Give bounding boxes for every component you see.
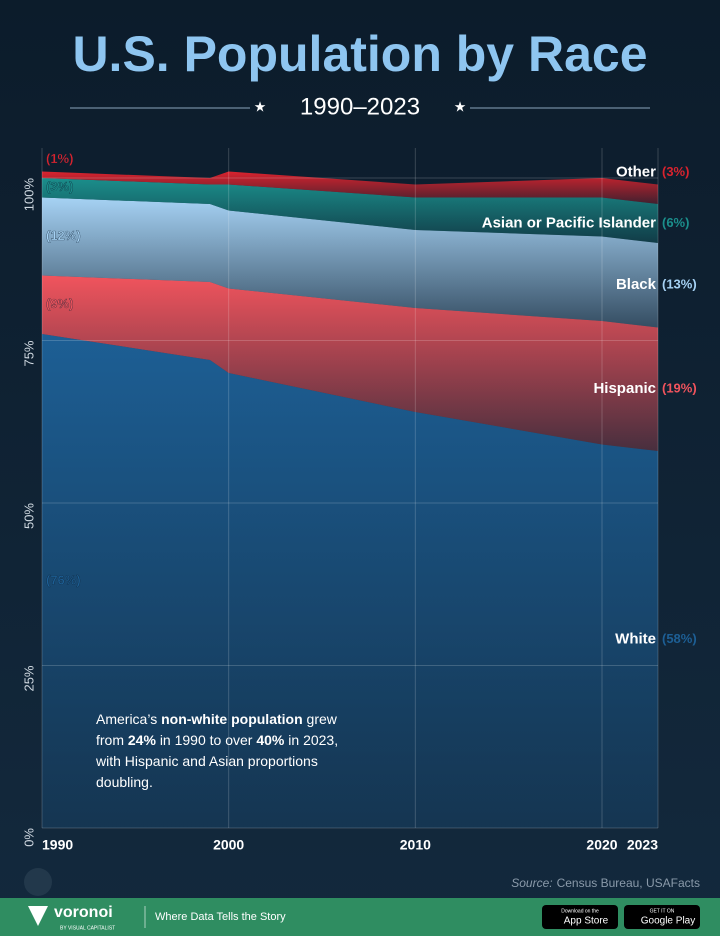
x-tick-label: 1990: [42, 837, 73, 853]
annotation-text: 40%: [256, 732, 285, 748]
app-store-button[interactable]: [542, 905, 618, 929]
value-label: (19%): [662, 381, 697, 396]
x-tick-label: 2010: [400, 837, 431, 853]
value-label: (1%): [46, 151, 73, 166]
star: ★: [454, 99, 467, 115]
source-text: Census Bureau, USAFacts: [557, 876, 700, 890]
value-label: (12%): [46, 228, 81, 243]
annotation-text: doubling.: [96, 774, 153, 790]
y-tick-label: 0%: [21, 828, 36, 847]
chart-title: U.S. Population by Race: [72, 26, 647, 82]
area: [42, 171, 658, 204]
x-tick-label: 2023: [627, 837, 658, 853]
x-tick-label: 2020: [586, 837, 617, 853]
annotation-text: to: [210, 732, 226, 748]
y-tick-label: 100%: [21, 178, 36, 212]
logo-mark: [24, 868, 52, 896]
area: [42, 334, 658, 828]
plot: 0% 25% 50% 75% 100% 1990 2000 2010 2020 2023 (76%)…: [21, 148, 697, 853]
series-label: Asian or Pacific Islander: [482, 214, 656, 231]
y-tick-label: 25%: [21, 665, 36, 691]
value-label: (6%): [662, 215, 689, 230]
value-label: (3%): [46, 179, 73, 194]
source-label: Source:: [511, 876, 552, 890]
annotation: America’s non-white population grew from…: [95, 711, 342, 790]
app-store-label: App Store: [564, 916, 609, 927]
annotation-text: with: [95, 753, 125, 769]
area: [42, 178, 658, 243]
series-label: Black: [616, 276, 657, 293]
area: [42, 275, 658, 451]
source: Source: Census Bureau, USAFacts: [511, 876, 700, 890]
value-label: (9%): [46, 296, 73, 311]
annotation-text: America’s: [96, 711, 161, 727]
y-tick-label: 50%: [21, 503, 36, 529]
annotation-text: Asian: [209, 753, 248, 769]
annotation-text: Hispanic: [125, 753, 183, 769]
brand-sub: BY VISUAL CAPITALIST: [60, 925, 115, 931]
value-label: (76%): [46, 572, 81, 587]
star: ★: [254, 99, 267, 115]
series-label: White: [615, 630, 656, 647]
annotation-text: grew: [307, 711, 341, 727]
annotation-text: 2023,: [303, 732, 342, 748]
annotation-text: in: [288, 732, 303, 748]
x-tick-label: 2000: [213, 837, 244, 853]
series-label: Hispanic: [593, 380, 656, 397]
brand-icon: [28, 906, 48, 926]
google-small: GET IT ON: [650, 908, 675, 914]
google-label: Google Play: [641, 916, 695, 927]
annotation-text: 24%: [128, 732, 157, 748]
annotation-text: from: [96, 732, 128, 748]
annotation-text: non-white: [161, 711, 231, 727]
app-store-small: Download on the: [561, 908, 599, 914]
google-play-button[interactable]: [624, 905, 700, 929]
annotation-text: population: [231, 711, 303, 727]
brand: voronoi: [54, 904, 113, 921]
area: [42, 197, 658, 328]
value-label: (3%): [662, 164, 689, 179]
annotation-text: over: [225, 732, 256, 748]
annotation-text: in: [160, 732, 175, 748]
y-tick-label: 75%: [21, 340, 36, 366]
chart-subtitle: 1990–2023: [300, 93, 420, 120]
value-label: (58%): [662, 631, 697, 646]
annotation-text: and: [182, 753, 208, 769]
series-label: Other: [616, 163, 656, 180]
tagline: Where Data Tells the Story: [155, 911, 286, 923]
annotation-text: proportions: [248, 753, 322, 769]
annotation-text: 1990: [175, 732, 210, 748]
value-label: (13%): [662, 277, 697, 292]
